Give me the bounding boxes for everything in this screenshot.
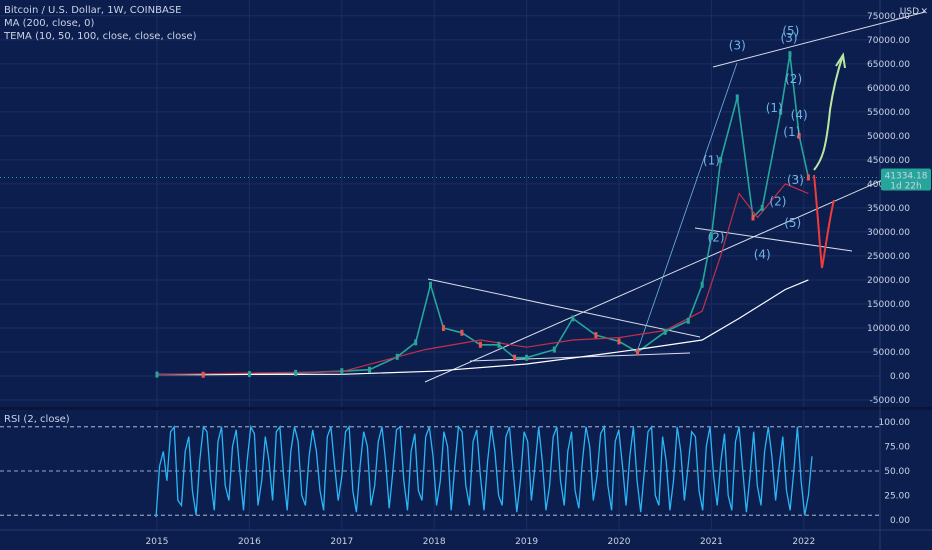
price-point bbox=[340, 368, 344, 375]
symbol-title[interactable]: Bitcoin / U.S. Dollar, 1W, COINBASE bbox=[4, 5, 182, 16]
wave-label: (3) bbox=[729, 38, 746, 52]
wave-label: (5) bbox=[784, 216, 801, 230]
price-point bbox=[751, 214, 755, 221]
price-tick-label: 5000.00 bbox=[873, 348, 910, 358]
projection-bullish-arrow bbox=[835, 52, 846, 69]
price-tick-label: 15000.00 bbox=[867, 300, 910, 310]
price-point bbox=[635, 348, 639, 355]
trendline-impulse[interactable] bbox=[635, 62, 738, 356]
price-tag-countdown: 1d 22h bbox=[890, 181, 921, 191]
wave-label: (2) bbox=[708, 231, 725, 245]
wave-label: (1) bbox=[703, 154, 720, 168]
price-tag-value: 41334.18 bbox=[885, 171, 928, 181]
rsi-tick-label: 50.00 bbox=[884, 467, 910, 477]
price-point bbox=[663, 328, 667, 335]
price-point bbox=[525, 354, 529, 361]
price-point bbox=[788, 51, 792, 58]
price-point bbox=[735, 94, 739, 101]
time-tick-label: 2016 bbox=[238, 537, 261, 547]
price-point bbox=[719, 156, 723, 163]
price-point bbox=[395, 353, 399, 360]
rsi-indicator-label[interactable]: RSI (2, close) bbox=[4, 414, 70, 425]
trendline-ascending-channel[interactable] bbox=[424, 169, 906, 383]
price-point bbox=[760, 204, 764, 211]
series-line-price[interactable] bbox=[156, 54, 810, 376]
price-point bbox=[797, 132, 801, 139]
rsi-tick-label: 75.00 bbox=[884, 442, 910, 452]
rsi-tick-label: 100.00 bbox=[879, 418, 911, 428]
price-point bbox=[513, 354, 517, 361]
wave-label: (3) bbox=[781, 31, 798, 45]
price-tick-label: 55000.00 bbox=[867, 108, 910, 118]
tema-indicator-label[interactable]: TEMA (10, 50, 100, close, close, close) bbox=[4, 31, 197, 42]
series-line-ma200[interactable] bbox=[156, 279, 809, 376]
wave-label: (4) bbox=[754, 247, 771, 261]
price-tick-label: -5000.00 bbox=[870, 396, 911, 406]
price-point bbox=[700, 281, 704, 288]
price-tick-label: 25000.00 bbox=[867, 252, 910, 262]
rsi-legend: RSI (2, close) bbox=[4, 413, 70, 426]
panel-separator[interactable] bbox=[0, 407, 932, 410]
price-point bbox=[441, 324, 445, 331]
price-tick-label: 20000.00 bbox=[867, 276, 910, 286]
price-point bbox=[478, 341, 482, 348]
price-point bbox=[414, 339, 418, 346]
price-point bbox=[709, 233, 713, 240]
price-point bbox=[686, 317, 690, 324]
price-tick-label: 70000.00 bbox=[867, 36, 910, 46]
time-tick-label: 2020 bbox=[608, 537, 631, 547]
price-tick-label: 10000.00 bbox=[867, 324, 910, 334]
price-point bbox=[497, 341, 501, 348]
time-tick-label: 2015 bbox=[146, 537, 169, 547]
projection-bearish-path[interactable] bbox=[813, 174, 835, 269]
chart-legend: Bitcoin / U.S. Dollar, 1W, COINBASE MA (… bbox=[4, 4, 196, 43]
price-point bbox=[201, 371, 205, 378]
price-tick-label: 75000.00 bbox=[867, 12, 910, 22]
price-tag[interactable] bbox=[881, 168, 931, 191]
series-line-tema[interactable] bbox=[156, 183, 809, 376]
price-point bbox=[552, 346, 556, 353]
price-tick-label: 50000.00 bbox=[867, 132, 910, 142]
wave-label: (2) bbox=[769, 195, 786, 209]
price-tick-label: 30000.00 bbox=[867, 228, 910, 238]
projection-bullish-path[interactable] bbox=[813, 54, 844, 171]
ma-indicator-label[interactable]: MA (200, close, 0) bbox=[4, 18, 95, 29]
price-point bbox=[594, 332, 598, 339]
price-point bbox=[571, 315, 575, 322]
price-point bbox=[247, 371, 251, 378]
price-tick-label: 35000.00 bbox=[867, 204, 910, 214]
wave-label: (1) bbox=[783, 125, 800, 139]
price-point bbox=[155, 371, 159, 378]
wave-label: (2) bbox=[785, 72, 802, 86]
time-tick-label: 2017 bbox=[330, 537, 353, 547]
price-point bbox=[460, 329, 464, 336]
rsi-line[interactable] bbox=[155, 424, 813, 518]
currency-label: USD bbox=[900, 7, 919, 17]
time-tick-label: 2021 bbox=[700, 537, 723, 547]
wave-label: (1) bbox=[766, 101, 783, 115]
price-point bbox=[779, 108, 783, 115]
price-tick-label: 60000.00 bbox=[867, 84, 910, 94]
trendline-upper-channel[interactable] bbox=[712, 11, 926, 68]
price-point bbox=[294, 369, 298, 376]
rsi-tick-label: 25.00 bbox=[884, 492, 910, 502]
wave-label: (3) bbox=[787, 173, 804, 187]
wave-label: (5) bbox=[782, 24, 799, 38]
trendline-descending[interactable] bbox=[427, 278, 701, 338]
wave-label: (4) bbox=[791, 108, 808, 122]
time-tick-label: 2019 bbox=[515, 537, 538, 547]
price-point bbox=[617, 338, 621, 345]
time-tick-label: 2018 bbox=[423, 537, 446, 547]
rsi-tick-label: 0.00 bbox=[890, 516, 910, 526]
price-point bbox=[429, 281, 433, 288]
price-tick-label: 45000.00 bbox=[867, 156, 910, 166]
price-point bbox=[368, 366, 372, 373]
price-tick-label: 65000.00 bbox=[867, 60, 910, 70]
time-tick-label: 2022 bbox=[792, 537, 815, 547]
price-tick-label: 0.00 bbox=[890, 372, 910, 382]
